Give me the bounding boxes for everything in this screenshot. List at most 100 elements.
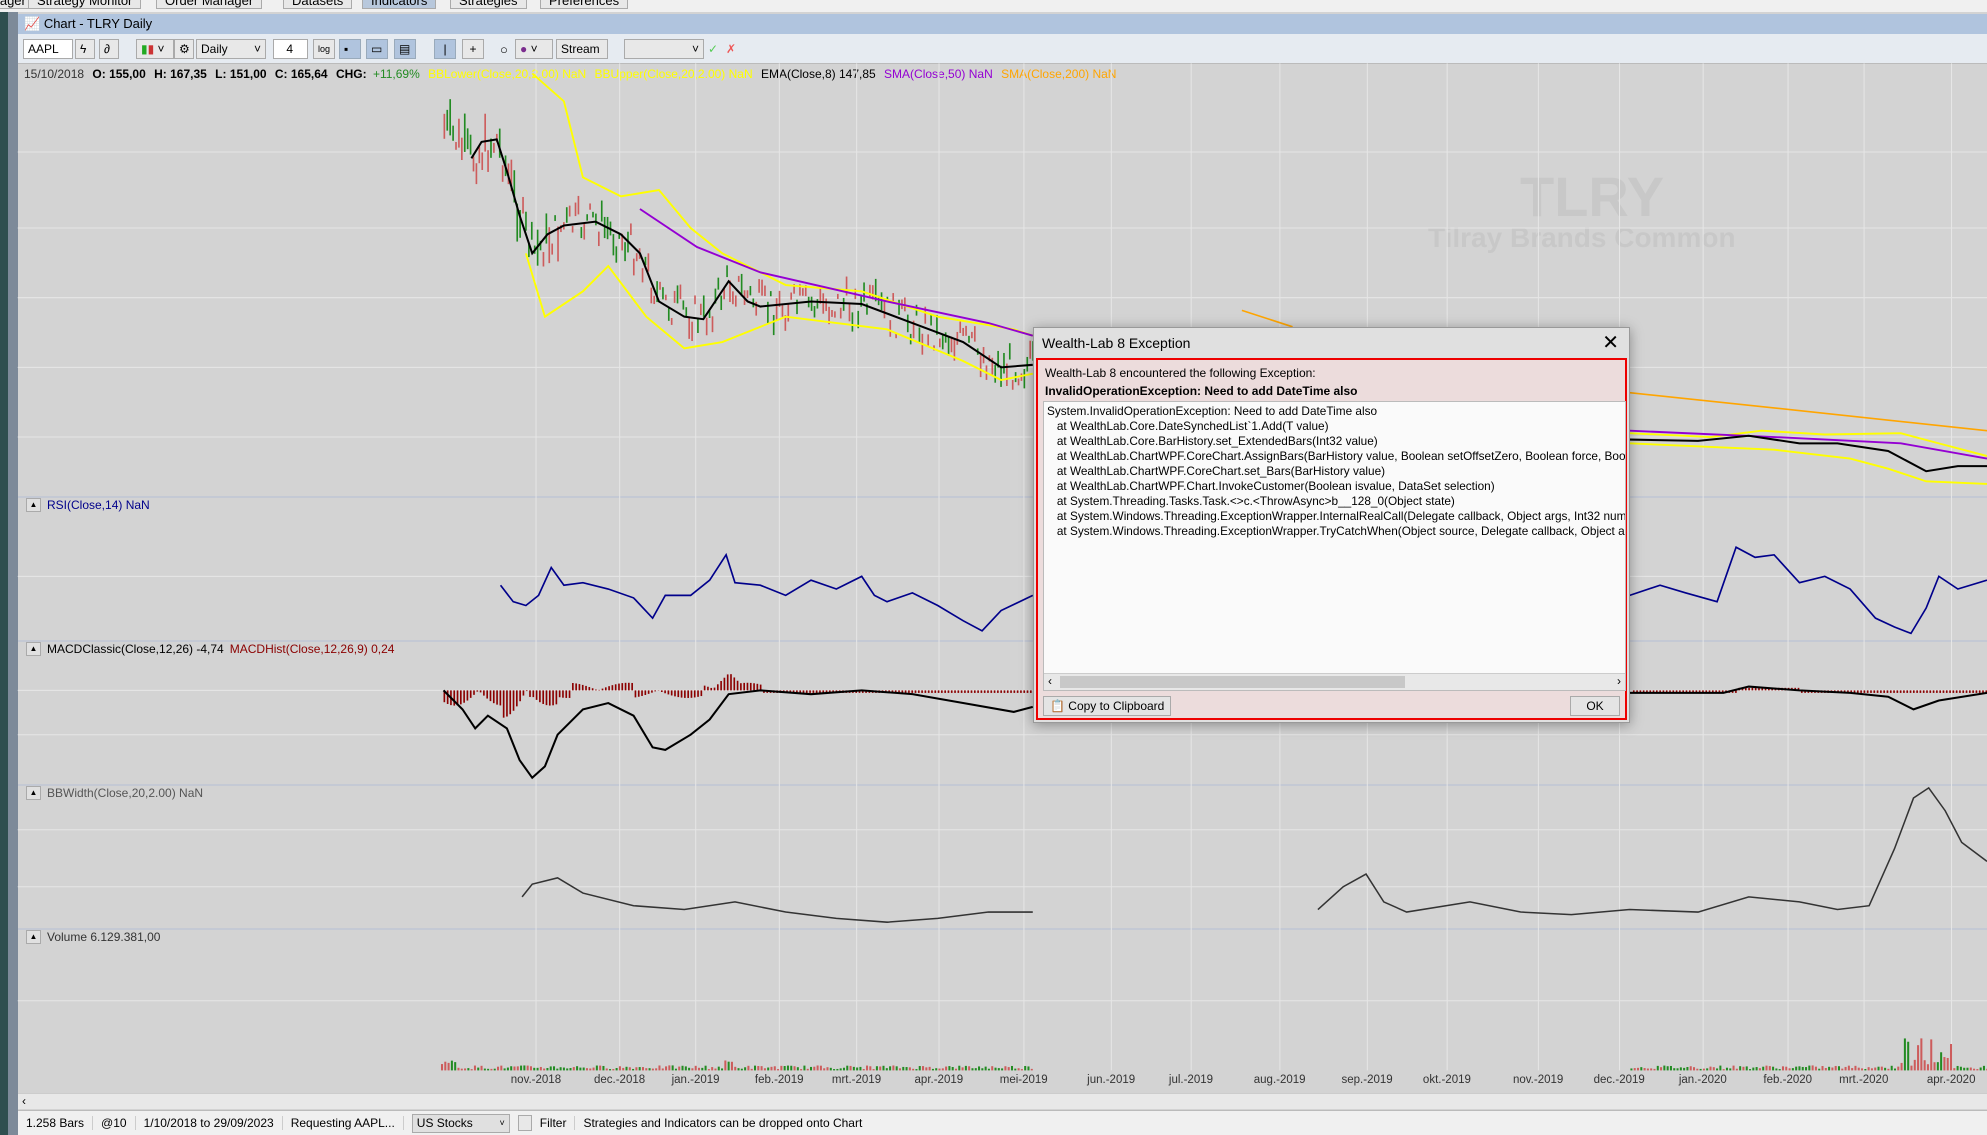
theme-dropdown[interactable]: ● ˅ <box>515 39 553 59</box>
rsi-line-right <box>1629 546 1987 635</box>
volume-bar <box>1650 1068 1653 1071</box>
macd-hist-bar <box>1672 690 1675 693</box>
collapse-volume-button[interactable]: ▲ <box>26 930 41 944</box>
macd-hist-bar <box>809 690 811 693</box>
candle <box>734 295 737 307</box>
tab-datasets[interactable]: Datasets <box>283 0 353 9</box>
tab-strategies[interactable]: Strategies <box>450 0 527 9</box>
streaming-provider-select[interactable]: ˅ <box>624 39 704 59</box>
collapse-macd-button[interactable]: ▲ <box>26 642 41 656</box>
macd-hist-bar <box>710 687 713 691</box>
volume-bar <box>1729 1068 1732 1071</box>
tab-strategy-monitor[interactable]: Strategy Monitor <box>28 0 142 9</box>
candle <box>968 335 970 343</box>
candle <box>962 327 964 336</box>
candle <box>1006 363 1008 386</box>
scale-select[interactable]: Daily ˅ <box>196 39 266 59</box>
macd-hist-bar <box>1866 690 1869 693</box>
candle <box>927 334 929 346</box>
stack-trace-textbox[interactable]: System.InvalidOperationException: Need t… <box>1043 401 1626 691</box>
circle-icon[interactable]: ○ <box>500 42 508 57</box>
volume-bar <box>467 1068 470 1071</box>
macd-hist-bar <box>1023 690 1026 693</box>
bar-spacing-stepper[interactable]: 4 <box>273 39 308 59</box>
volume-bar <box>533 1067 536 1071</box>
collapse-bbwidth-button[interactable]: ▲ <box>26 786 41 800</box>
macd-hist-bar <box>575 683 577 691</box>
chart-horizontal-scrollbar[interactable]: ‹ <box>18 1093 1987 1109</box>
pane-divider[interactable] <box>18 784 1987 786</box>
chart-style-dropdown[interactable]: ▮▮ ˅ <box>136 39 174 59</box>
candle <box>956 331 959 345</box>
candle <box>656 281 658 303</box>
volume-bar <box>595 1065 598 1071</box>
crosshair-icon[interactable]: + <box>462 39 484 59</box>
copy-to-clipboard-button[interactable]: 📋 Copy to Clipboard <box>1043 696 1172 716</box>
layout-top-icon[interactable]: ▤ <box>394 39 416 59</box>
stack-trace-line: at WealthLab.ChartWPF.CoreChart.AssignBa… <box>1047 449 1626 463</box>
volume-bar <box>1920 1038 1923 1071</box>
dataset-select[interactable]: US Stocks ˅ <box>411 1113 510 1133</box>
check-icon[interactable]: ✓ <box>708 42 719 56</box>
scroll-right-arrow[interactable]: › <box>1617 674 1621 688</box>
filter-checkbox[interactable] <box>517 1115 532 1131</box>
symbol-input[interactable]: AAPL <box>23 39 73 59</box>
layout-bottom-icon[interactable]: ▭ <box>366 39 388 59</box>
lightning-icon[interactable]: ϟ <box>75 39 95 59</box>
stack-trace-scrollbar[interactable]: ‹ › <box>1044 673 1625 690</box>
candle <box>1011 379 1014 390</box>
pane-divider[interactable] <box>18 640 1987 642</box>
exception-dialog: Wealth-Lab 8 Exception ✕ Wealth-Lab 8 enc… <box>1033 327 1630 723</box>
log-scale-button[interactable]: log <box>313 39 335 59</box>
collapse-rsi-button[interactable]: ▲ <box>26 498 41 512</box>
volume-bar <box>1943 1057 1946 1071</box>
gear-icon[interactable]: ⚙ <box>174 39 194 59</box>
date-axis-label: aug.-2019 <box>1253 1074 1306 1086</box>
close-icon[interactable]: ✕ <box>1602 332 1619 354</box>
pane-divider[interactable] <box>18 496 1987 498</box>
volume-bar <box>796 1067 799 1071</box>
candle <box>592 211 594 218</box>
scroll-left-arrow[interactable]: ‹ <box>22 1094 26 1108</box>
volume-bar <box>483 1068 486 1071</box>
exception-summary: InvalidOperationException: Need to add D… <box>1045 384 1358 398</box>
ok-button[interactable]: OK <box>1570 696 1620 716</box>
volume-bar <box>579 1067 582 1071</box>
tab-preferences[interactable]: Preferences <box>540 0 629 9</box>
volume-bar <box>1712 1067 1715 1071</box>
macd-hist-bar <box>1949 690 1951 693</box>
volume-bar <box>553 1066 556 1071</box>
macd-hist-bar <box>1978 690 1981 693</box>
tab-order-manager[interactable]: Order Manager <box>156 0 263 9</box>
cancel-x-icon[interactable]: ✗ <box>726 42 737 56</box>
volume-bar <box>1814 1066 1817 1071</box>
macd-hist-bar <box>861 690 864 693</box>
candle <box>560 225 562 233</box>
pane-divider[interactable] <box>18 928 1987 930</box>
volume-bar <box>767 1067 770 1071</box>
macd-hist-bar <box>1688 690 1691 693</box>
tab-indicators[interactable]: Indicators <box>362 0 437 9</box>
panel-icon[interactable]: ▪ <box>339 39 361 59</box>
window-title: Chart - TLRY Daily <box>43 16 153 31</box>
cursor-line-icon[interactable]: | <box>434 39 456 59</box>
volume-bar <box>1933 1062 1936 1071</box>
candle <box>647 253 650 272</box>
candle <box>732 291 734 305</box>
candle <box>796 299 798 315</box>
macd-hist-bar <box>914 690 917 693</box>
date-axis-label: jan.-2019 <box>671 1074 720 1086</box>
scroll-left-arrow[interactable]: ‹ <box>1048 674 1052 688</box>
volume-bar <box>440 1064 444 1071</box>
candle <box>755 301 758 316</box>
link-icon[interactable]: ∂ <box>99 39 119 59</box>
chart-area[interactable]: 15/10/2018 O: 155,00 H: 167,35 L: 151,00… <box>18 64 1987 1109</box>
candle <box>705 317 708 336</box>
macd-hist-bar <box>1919 690 1922 693</box>
volume-bar <box>790 1065 793 1071</box>
macd-hist-bar <box>492 690 495 704</box>
volume-bar <box>1808 1065 1811 1071</box>
stream-button[interactable]: Stream <box>556 39 608 59</box>
scrollbar-thumb[interactable] <box>1060 676 1405 688</box>
date-axis-label: sep.-2019 <box>1341 1074 1393 1086</box>
